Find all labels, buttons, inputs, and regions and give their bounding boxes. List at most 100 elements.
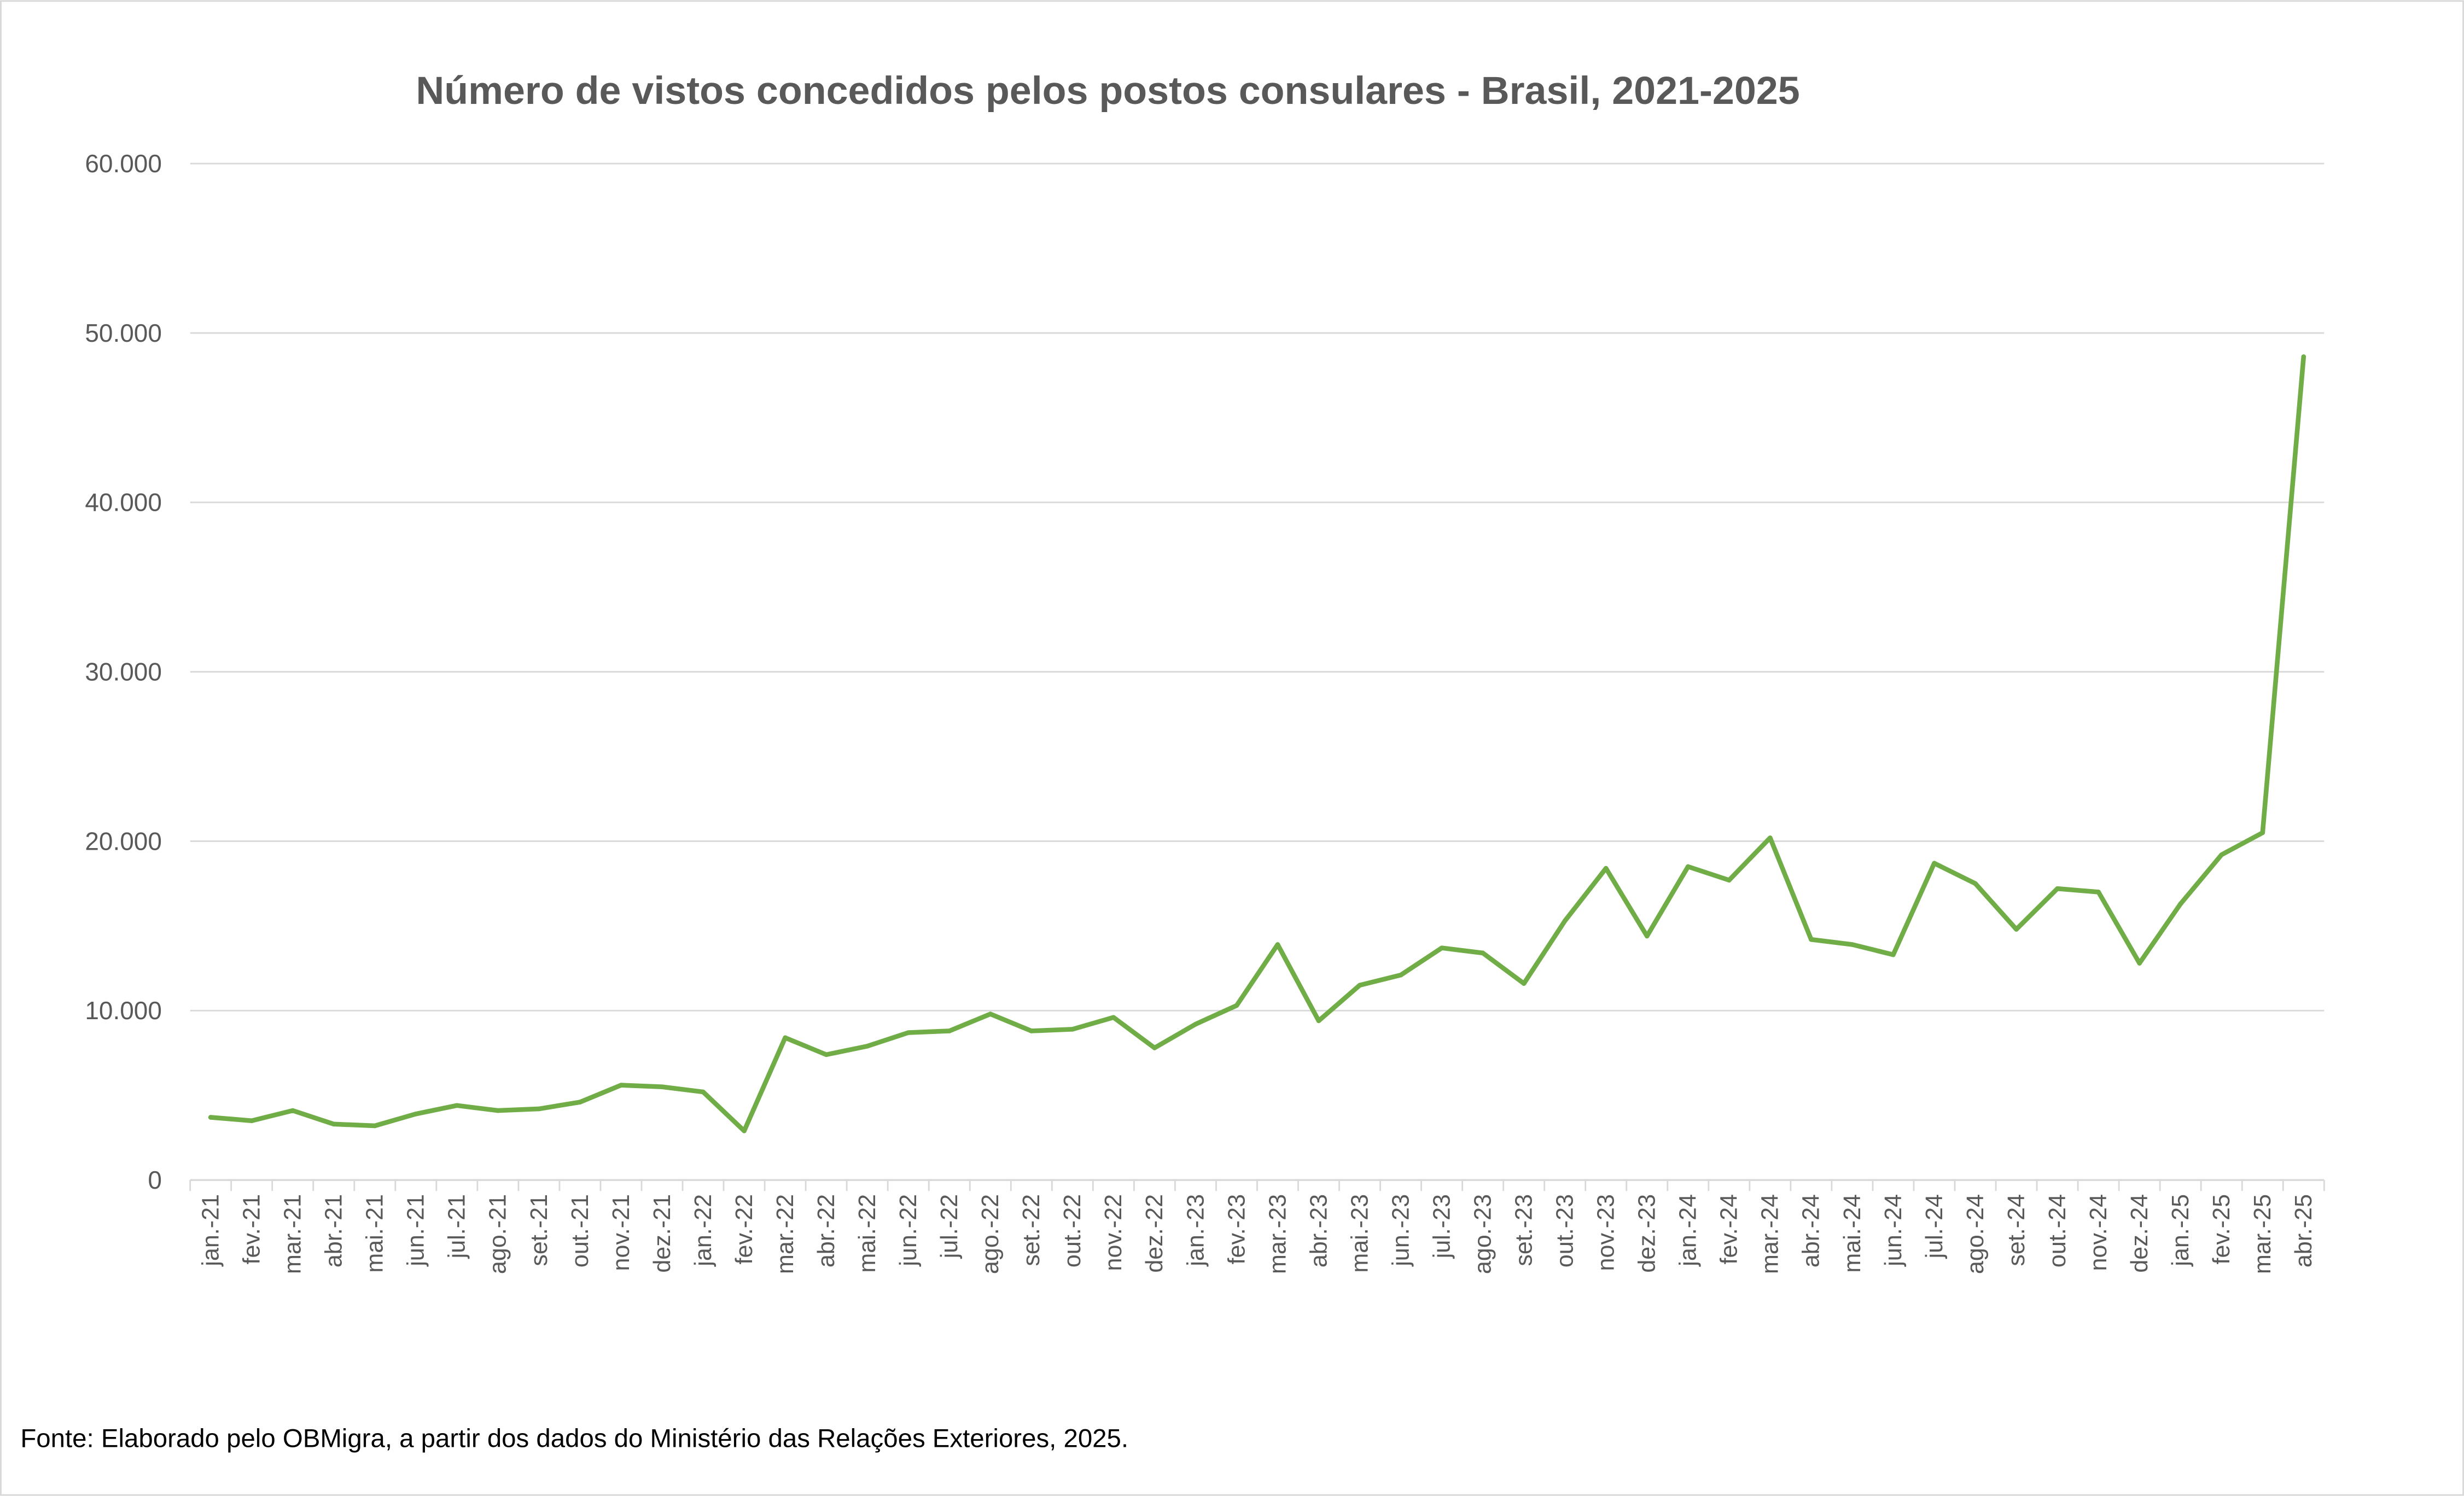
- data-point: [947, 1028, 952, 1033]
- data-point: [1768, 835, 1773, 840]
- x-tick-label: dez.-23: [1634, 1194, 1661, 1273]
- x-tick-label: mai.-24: [1839, 1194, 1866, 1273]
- x-tick-label: dez.-21: [649, 1194, 675, 1273]
- x-tick-label: jan.-22: [690, 1194, 717, 1267]
- data-point: [1521, 981, 1527, 986]
- x-tick-label: abr.-24: [1798, 1194, 1825, 1267]
- x-tick-label: fev.-24: [1716, 1194, 1743, 1265]
- x-tick-label: nov.-24: [2086, 1194, 2112, 1271]
- data-point: [1809, 937, 1814, 942]
- y-tick-label: 30.000: [85, 657, 162, 686]
- x-tick-label: mai.-21: [362, 1194, 388, 1273]
- x-tick-label: ago.-24: [1962, 1194, 1989, 1274]
- x-tick-label: ago.-23: [1470, 1194, 1496, 1274]
- x-tick-label: abr.-22: [813, 1194, 840, 1267]
- x-tick-label: jun.-22: [895, 1194, 922, 1267]
- data-point: [1644, 933, 1650, 939]
- x-tick-label: abr.-25: [2291, 1194, 2317, 1267]
- x-axis: [189, 1179, 2325, 1191]
- data-point: [1234, 1003, 1239, 1008]
- data-point: [742, 1128, 747, 1133]
- data-point: [1562, 918, 1568, 924]
- y-tick-label: 40.000: [85, 488, 162, 517]
- x-tick-label: jan.-25: [2168, 1194, 2194, 1267]
- data-point: [1029, 1028, 1034, 1033]
- data-point: [1439, 945, 1444, 950]
- x-tick-label: mai.-22: [854, 1194, 881, 1273]
- y-tick-label: 20.000: [85, 827, 162, 855]
- data-point: [2137, 961, 2142, 966]
- x-tick-label: out.-24: [2044, 1194, 2071, 1267]
- data-point: [1111, 1015, 1116, 1020]
- data-point: [2260, 830, 2265, 835]
- x-tick-label: jul.-22: [936, 1194, 963, 1259]
- data-point: [1070, 1027, 1075, 1032]
- gridlines: [190, 162, 2325, 1012]
- data-point: [2219, 852, 2224, 857]
- data-point: [1480, 950, 1486, 956]
- x-tick-label: set.-22: [1018, 1194, 1045, 1266]
- y-tick-label: 0: [148, 1166, 162, 1194]
- data-point: [1932, 861, 1937, 866]
- data-point: [1357, 983, 1362, 988]
- source-note: Fonte: Elaborado pelo OBMigra, a partir …: [20, 1424, 1128, 1453]
- x-tick-label: set.-23: [1511, 1194, 1537, 1266]
- x-tick-label: fev.-21: [239, 1194, 265, 1265]
- x-tick-label: jul.-23: [1429, 1194, 1455, 1259]
- data-point: [2301, 354, 2306, 359]
- y-axis-tick-labels: 0 10.000 20.000 30.000 40.000 50.000 60.000: [85, 149, 162, 1194]
- x-tick-label: mar.-21: [280, 1194, 306, 1274]
- x-tick-label: mar.-23: [1265, 1194, 1291, 1274]
- data-point: [1973, 881, 1978, 886]
- x-tick-label: jul.-24: [1921, 1194, 1948, 1259]
- x-tick-label: jan.-21: [198, 1194, 224, 1267]
- data-point: [208, 1115, 213, 1120]
- data-point: [1152, 1045, 1157, 1050]
- data-point: [2014, 927, 2019, 932]
- series-polyline: [208, 354, 2306, 1133]
- y-tick-label: 50.000: [85, 319, 162, 347]
- data-point: [537, 1106, 541, 1112]
- x-tick-label: jul.-21: [444, 1194, 470, 1259]
- x-tick-label: dez.-24: [2127, 1194, 2153, 1273]
- x-tick-label: nov.-23: [1593, 1194, 1620, 1271]
- x-tick-label: ago.-21: [485, 1194, 511, 1274]
- data-point: [619, 1083, 624, 1088]
- data-point: [988, 1012, 993, 1016]
- x-tick-label: jan.-24: [1675, 1194, 1702, 1267]
- x-tick-label: jun.-21: [403, 1194, 429, 1267]
- data-point: [1850, 942, 1855, 947]
- x-tick-label: set.-24: [2003, 1194, 2030, 1266]
- x-tick-label: nov.-21: [608, 1194, 634, 1271]
- data-point: [2096, 890, 2101, 895]
- data-point: [496, 1108, 500, 1113]
- x-tick-label: out.-21: [567, 1194, 593, 1267]
- data-point: [1275, 942, 1280, 947]
- x-tick-label: mar.-25: [2250, 1194, 2276, 1274]
- y-tick-label: 10.000: [85, 996, 162, 1025]
- x-tick-label: out.-23: [1552, 1194, 1578, 1267]
- x-tick-label: jan.-23: [1183, 1194, 1209, 1267]
- data-point: [865, 1044, 870, 1049]
- data-point: [1603, 866, 1609, 871]
- data-point: [455, 1103, 459, 1108]
- data-point: [2055, 886, 2060, 891]
- x-tick-label: fev.-23: [1224, 1194, 1250, 1265]
- x-tick-label: fev.-25: [2209, 1194, 2235, 1265]
- data-point: [372, 1123, 377, 1129]
- x-tick-label: mar.-24: [1757, 1194, 1784, 1274]
- data-point: [413, 1111, 418, 1117]
- data-point: [578, 1100, 582, 1105]
- series-line: [208, 354, 2306, 1133]
- x-tick-label: set.-21: [526, 1194, 552, 1266]
- x-tick-label: abr.-23: [1306, 1194, 1332, 1267]
- data-point: [1727, 878, 1732, 883]
- x-axis-tick-labels: jan.-21 fev.-21 mar.-21 abr.-21 mai.-21 jun.-…: [198, 1194, 2317, 1274]
- x-tick-label: abr.-21: [321, 1194, 347, 1267]
- x-tick-label: mai.-23: [1347, 1194, 1373, 1273]
- chart-title: Número de vistos concedidos pelos postos…: [416, 69, 1799, 113]
- data-point: [906, 1030, 911, 1035]
- x-tick-label: ago.-22: [977, 1194, 1004, 1274]
